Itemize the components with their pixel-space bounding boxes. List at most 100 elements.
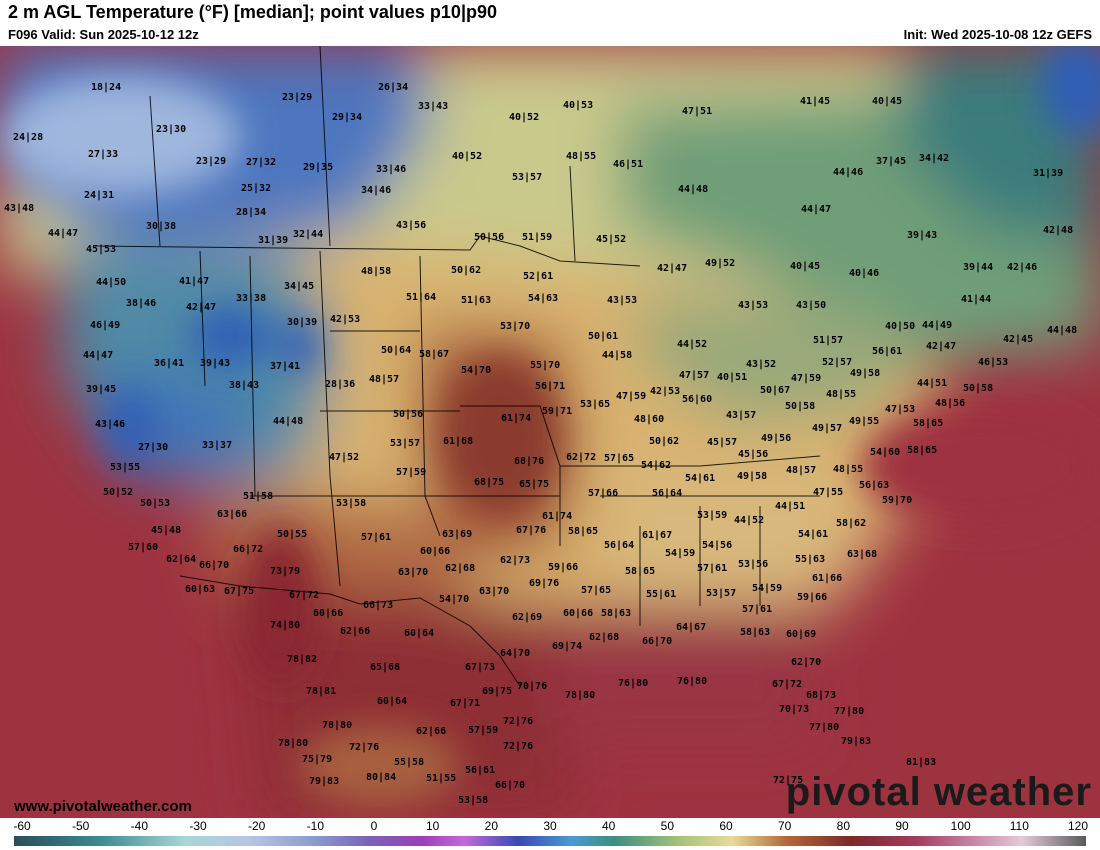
point-value: 24|31 xyxy=(84,190,114,201)
point-value: 49|58 xyxy=(850,368,880,379)
point-value: 27|33 xyxy=(88,149,118,160)
point-value: 30|38 xyxy=(146,221,176,232)
colorbar-tick-label: 70 xyxy=(777,819,792,833)
point-value: 64|70 xyxy=(500,648,530,659)
point-value: 50|58 xyxy=(963,383,993,394)
point-value: 70|73 xyxy=(779,704,809,715)
point-value: 54|61 xyxy=(685,473,715,484)
point-value: 39|43 xyxy=(200,358,230,369)
point-value: 66|70 xyxy=(642,636,672,647)
point-value: 47|59 xyxy=(791,373,821,384)
point-value: 33|43 xyxy=(418,101,448,112)
point-value: 44|48 xyxy=(1047,325,1077,336)
point-value: 55|58 xyxy=(394,757,424,768)
point-value: 61|74 xyxy=(501,413,531,424)
point-value: 65|75 xyxy=(519,479,549,490)
point-value: 57|65 xyxy=(604,453,634,464)
point-value: 61|74 xyxy=(542,511,572,522)
point-value: 51|55 xyxy=(426,773,456,784)
point-value: 66|72 xyxy=(233,544,263,555)
valid-time: F096 Valid: Sun 2025-10-12 12z xyxy=(8,27,199,42)
point-value: 56|64 xyxy=(652,488,682,499)
point-value: 78|80 xyxy=(322,720,352,731)
point-value: 31|39 xyxy=(258,235,288,246)
point-value: 44|49 xyxy=(922,320,952,331)
point-value: 28|34 xyxy=(236,207,266,218)
point-value: 47|57 xyxy=(679,370,709,381)
point-value: 58|62 xyxy=(836,518,866,529)
point-value: 40|45 xyxy=(872,96,902,107)
point-value: 62|72 xyxy=(566,452,596,463)
point-value: 54|61 xyxy=(798,529,828,540)
colorbar-tick-label: 90 xyxy=(895,819,909,833)
point-value: 42|53 xyxy=(330,314,360,325)
colorbar-tick-label: 120 xyxy=(1067,819,1089,833)
point-value: 57|60 xyxy=(128,542,158,553)
point-value: 60|66 xyxy=(313,608,343,619)
point-value: 27|30 xyxy=(138,442,168,453)
point-value: 80|84 xyxy=(366,772,396,783)
point-value: 66|70 xyxy=(199,560,229,571)
colorbar-tick-label: 0 xyxy=(370,819,378,833)
point-value: 38|43 xyxy=(229,380,259,391)
point-value: 33|38 xyxy=(236,293,266,304)
point-value: 26|34 xyxy=(378,82,408,93)
colorbar-tick-label: -10 xyxy=(306,819,324,833)
point-value: 62|66 xyxy=(416,726,446,737)
point-value: 29|34 xyxy=(332,112,362,123)
point-value: 25|32 xyxy=(241,183,271,194)
point-value: 32|44 xyxy=(293,229,323,240)
point-value: 40|50 xyxy=(885,321,915,332)
point-value: 57|61 xyxy=(742,604,772,615)
point-value: 56|64 xyxy=(604,540,634,551)
point-value: 43|53 xyxy=(607,295,637,306)
brand-watermark: pivotal weather xyxy=(785,770,1092,814)
point-value: 33|46 xyxy=(376,164,406,175)
point-value: 54|70 xyxy=(461,365,491,376)
point-value: 68|73 xyxy=(806,690,836,701)
point-value: 73|79 xyxy=(270,566,300,577)
point-value: 79|83 xyxy=(841,736,871,747)
point-value: 62|70 xyxy=(791,657,821,668)
point-value: 53|70 xyxy=(500,321,530,332)
point-value: 43|46 xyxy=(95,419,125,430)
point-value: 53|58 xyxy=(336,498,366,509)
point-value: 23|29 xyxy=(282,92,312,103)
point-value: 78|82 xyxy=(287,654,317,665)
point-value: 44|58 xyxy=(602,350,632,361)
point-value: 59|66 xyxy=(797,592,827,603)
point-value: 52|61 xyxy=(523,271,553,282)
point-value: 53|57 xyxy=(390,438,420,449)
point-value: 39|45 xyxy=(86,384,116,395)
point-value: 56|61 xyxy=(872,346,902,357)
borders xyxy=(94,46,821,687)
point-value: 58|65 xyxy=(913,418,943,429)
point-value: 78|81 xyxy=(306,686,336,697)
point-value: 51|57 xyxy=(813,335,843,346)
point-value: 62|68 xyxy=(445,563,475,574)
temperature-detail xyxy=(0,46,1100,806)
point-value: 50|61 xyxy=(588,331,618,342)
colorbar-tick-label: 30 xyxy=(543,819,557,833)
point-value: 58|63 xyxy=(601,608,631,619)
point-value: 60|64 xyxy=(404,628,434,639)
point-value: 50|56 xyxy=(393,409,423,420)
point-value: 58|65 xyxy=(907,445,937,456)
point-value: 47|59 xyxy=(616,391,646,402)
point-value: 53|57 xyxy=(512,172,542,183)
point-value: 57|65 xyxy=(581,585,611,596)
point-value: 74|80 xyxy=(270,620,300,631)
point-value: 62|73 xyxy=(500,555,530,566)
point-value: 48|55 xyxy=(833,464,863,475)
point-value: 57|59 xyxy=(468,725,498,736)
point-value: 59|71 xyxy=(542,406,572,417)
point-value: 67|71 xyxy=(450,698,480,709)
point-value: 69|74 xyxy=(552,641,582,652)
temperature-map[interactable]: 18|24 23|29 26|34 33|43 40|53 47|51 41|45 40|45… xyxy=(0,46,1100,818)
point-value: 47|53 xyxy=(885,404,915,415)
point-values: 18|24 23|29 26|34 33|43 40|53 47|51 41|45 40|45… xyxy=(4,82,1077,806)
point-value: 53|65 xyxy=(580,399,610,410)
point-value: 33|37 xyxy=(202,440,232,451)
point-value: 23|30 xyxy=(156,124,186,135)
point-value: 54|70 xyxy=(439,594,469,605)
